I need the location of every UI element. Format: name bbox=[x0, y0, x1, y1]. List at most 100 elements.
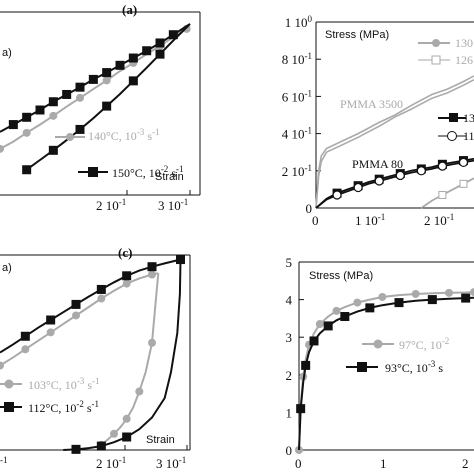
panel-b-xtick-label-0: 0 bbox=[312, 213, 319, 228]
panel-c-legend-103: 103°C, 10-3 s-1 bbox=[28, 376, 99, 392]
panel-d-ylabel: Stress (MPa) bbox=[309, 270, 373, 282]
panel-d-point-93 bbox=[427, 295, 437, 305]
panel-b-xtick-label-1: 1 10-1 bbox=[355, 212, 385, 228]
panel-b: Stress (MPa) 0 2 10-1 4 10-1 6 10-1 8 10-1 1 … bbox=[282, 14, 474, 228]
panel-c-point-103 bbox=[72, 311, 80, 320]
panel-a-point-150 bbox=[48, 97, 58, 107]
panel-b-ytick-label: 2 10-1 bbox=[282, 163, 312, 179]
panel-a-legend-150: 150°C, 10-2 s-1 bbox=[112, 164, 183, 180]
panel-b-point bbox=[353, 182, 363, 193]
panel-a-point-150 bbox=[102, 68, 112, 78]
panel-c-point-103 bbox=[46, 328, 55, 337]
panel-a-point-150 bbox=[168, 30, 178, 40]
panel-c-point-103-unload bbox=[135, 387, 144, 396]
panel-c-xtick-label-0: 2 10-1 bbox=[96, 455, 126, 471]
panel-c-point-103 bbox=[0, 361, 4, 370]
panel-d-point-93 bbox=[323, 321, 333, 331]
panel-c-ylabel: a) bbox=[2, 262, 12, 274]
panel-a-point-150-unload bbox=[128, 76, 138, 86]
panel-c-point-112 bbox=[46, 315, 56, 325]
panel-a-xlabel: Strain bbox=[155, 171, 184, 183]
panel-d-point-97 bbox=[353, 298, 362, 307]
panel-d-point-93 bbox=[365, 303, 375, 313]
panel-d-ytick-label: 2 bbox=[286, 368, 293, 383]
panel-d: Stress (MPa) 0 1 2 3 4 5 0 1 2 97°C, 10-2 93°… bbox=[286, 255, 474, 471]
panel-a-point-140 bbox=[76, 93, 84, 102]
panel-c-series bbox=[0, 255, 185, 454]
panel-b-line-2 bbox=[315, 157, 474, 209]
panel-d-legend-93: 93°C, 10-3 s bbox=[385, 359, 443, 375]
panel-a-point-150 bbox=[142, 46, 152, 56]
panel-b-legend-11-marker bbox=[447, 131, 457, 141]
panel-d-line-97 bbox=[298, 291, 474, 451]
panel-b-ytick-label: 6 10-1 bbox=[282, 88, 312, 104]
panel-b-legend-130-marker bbox=[432, 39, 440, 47]
panel-b-yticks: 0 2 10-1 4 10-1 6 10-1 8 10-1 1 100 bbox=[282, 14, 321, 216]
panel-a-xtick-label-1: 3 10-1 bbox=[158, 197, 188, 213]
panel-b-series bbox=[315, 75, 474, 209]
panel-c-point-112 bbox=[176, 255, 185, 265]
panel-b-xtick-label-2: 2 10-1 bbox=[424, 212, 454, 228]
panel-c-point-103 bbox=[97, 294, 106, 303]
panel-a-point-150-unload bbox=[22, 165, 32, 175]
panel-d-legend-97: 97°C, 10-2 bbox=[399, 336, 449, 352]
panel-d-ytick-label: 4 bbox=[286, 293, 293, 308]
panel-d-point-93 bbox=[301, 360, 311, 370]
panel-c-legend-103-marker bbox=[4, 379, 14, 389]
panel-c-point-103 bbox=[21, 345, 30, 354]
panel-c-point-112 bbox=[96, 284, 106, 294]
panel-a-legend-140: 140°C, 10-3 s-1 bbox=[88, 127, 159, 143]
panel-c-point-103 bbox=[148, 270, 156, 279]
panel-a-point-150 bbox=[8, 120, 18, 130]
panel-b-ytick-label: 0 bbox=[306, 201, 313, 216]
panel-b-point bbox=[438, 190, 447, 199]
panel-b-ylabel: Stress (MPa) bbox=[325, 29, 389, 41]
panel-b-legend-11: 11 bbox=[463, 129, 474, 143]
panel-a-ylabel: a) bbox=[2, 47, 12, 59]
panel-b-point bbox=[374, 176, 384, 186]
panel-a-legend-140-marker bbox=[66, 133, 74, 141]
panel-b-annotation-pmma3500: PMMA 3500 bbox=[340, 97, 403, 111]
panel-b-legend-126: 126 bbox=[455, 53, 473, 67]
panel-b-point bbox=[437, 161, 447, 171]
panel-a-point-150 bbox=[22, 112, 32, 122]
panel-b-legend-126-marker bbox=[431, 55, 441, 65]
panel-a-point-140 bbox=[102, 76, 111, 85]
panel-d-point-93 bbox=[461, 293, 471, 303]
panel-c-legend-112: 112°C, 10-2 s-1 bbox=[28, 399, 99, 415]
panel-b-line-0 bbox=[315, 75, 474, 209]
panel-d-point-97 bbox=[411, 289, 420, 298]
panel-d-ytick-label: 3 bbox=[286, 330, 293, 345]
panel-b-ytick-label: 1 100 bbox=[285, 14, 313, 30]
panel-a-point-150 bbox=[35, 105, 45, 115]
panel-d-xtick-label-1: 1 bbox=[380, 456, 387, 471]
panel-b-annotation-pmma80: PMMA 80 bbox=[352, 157, 403, 171]
panel-c-point-112 bbox=[122, 271, 132, 281]
panel-b-point bbox=[458, 157, 469, 168]
panel-d-xtick-label-2: 2 bbox=[462, 456, 469, 471]
panel-d-point-97 bbox=[315, 320, 324, 329]
panel-d-point-93 bbox=[296, 404, 306, 414]
panel-d-point-93 bbox=[309, 336, 319, 346]
panel-b-ytick-label: 8 10-1 bbox=[282, 51, 312, 67]
panel-c-point-112 bbox=[71, 299, 81, 309]
panel-d-ytick-label: 5 bbox=[286, 255, 293, 270]
panel-c-point-112-unload bbox=[122, 432, 132, 442]
panel-d-point-93 bbox=[340, 312, 350, 322]
panel-c-point-103-unload bbox=[122, 414, 131, 423]
panel-c-xtick-label-left: -1 bbox=[0, 455, 8, 465]
panel-d-point-97 bbox=[470, 288, 474, 297]
panel-b-point bbox=[395, 170, 405, 181]
panel-d-xtick-label-0: 0 bbox=[295, 456, 302, 471]
panel-d-ytick-label: 1 bbox=[286, 405, 293, 420]
panel-c-xtick-label-1: 3 10-1 bbox=[156, 455, 186, 471]
panel-d-point-97 bbox=[332, 306, 341, 315]
panel-b-point bbox=[459, 179, 468, 188]
panel-c-point-112-unload bbox=[96, 441, 106, 451]
panel-c-point-112 bbox=[147, 262, 157, 272]
panel-c-point-103-unload bbox=[110, 429, 118, 438]
panel-a-point-150 bbox=[128, 53, 138, 63]
panel-a-xtick-label-0: 2 10-1 bbox=[96, 197, 126, 213]
panel-a-point-140 bbox=[49, 111, 58, 120]
panel-a-point-150 bbox=[75, 82, 85, 92]
